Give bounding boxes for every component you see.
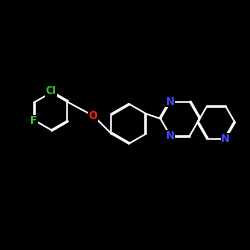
Text: O: O bbox=[89, 110, 98, 121]
Text: N: N bbox=[166, 131, 174, 141]
Text: N: N bbox=[166, 97, 174, 107]
Text: F: F bbox=[30, 116, 37, 126]
Text: N: N bbox=[221, 134, 230, 144]
Text: Cl: Cl bbox=[46, 86, 56, 96]
